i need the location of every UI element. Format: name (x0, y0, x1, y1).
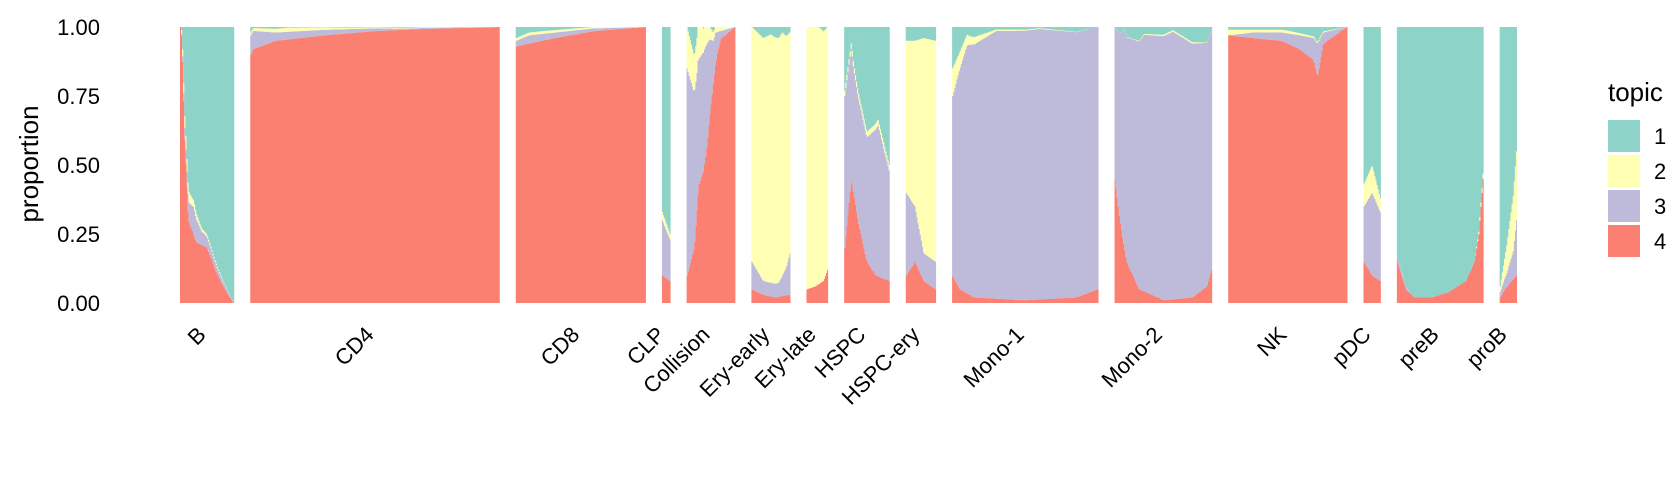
topic-4-band (515, 27, 646, 303)
topic-4-band (952, 275, 1099, 303)
topic-1-band (844, 27, 890, 165)
legend-label: 2 (1654, 159, 1666, 184)
group-nk (1228, 27, 1348, 303)
topic-1-band (806, 27, 829, 32)
topic-1-band (1396, 27, 1484, 298)
topic-1-band (1363, 27, 1381, 199)
legend-key-2 (1608, 155, 1640, 187)
y-axis-title: proportion (14, 105, 44, 222)
group-cd4 (250, 27, 500, 303)
group-mono-2 (1114, 27, 1213, 303)
group-pdc (1363, 27, 1381, 303)
topic-4-band (1396, 178, 1484, 303)
y-tick-label: 0.25 (57, 222, 100, 247)
topic-1-band (952, 27, 1099, 69)
topic-3-band (515, 27, 646, 47)
x-tick-label: CD4 (330, 322, 379, 371)
group-hspc (844, 27, 890, 303)
topic-2-band (1114, 27, 1213, 44)
topic-2-band (1499, 151, 1517, 292)
y-tick-label: 1.00 (57, 15, 100, 40)
topic-4-band (1363, 261, 1381, 303)
legend-label: 4 (1654, 229, 1666, 254)
x-tick-label: pDC (1327, 322, 1376, 371)
y-tick-label: 0.00 (57, 291, 100, 316)
topic-3-band (686, 27, 736, 276)
topic-3-band (250, 27, 500, 55)
topic-2-band (661, 211, 671, 240)
legend-key-1 (1608, 120, 1640, 152)
x-tick-label: proB (1461, 322, 1512, 373)
topic-3-band (1114, 27, 1213, 301)
topic-4-band (751, 289, 791, 303)
topic-2-band (686, 27, 736, 91)
group-hspc-ery (905, 27, 937, 303)
x-tick-label: Mono-1 (958, 322, 1028, 392)
x-tick-label: NK (1252, 322, 1292, 362)
topic-2-band (905, 38, 937, 262)
topic-3-band (952, 27, 1099, 301)
group-preb (1396, 27, 1484, 303)
group-b (180, 27, 235, 303)
x-tick-label: B (183, 322, 211, 350)
topic-3-band (905, 192, 937, 290)
topic-1-band (905, 27, 937, 41)
legend-key-3 (1608, 190, 1640, 222)
topic-1-band (1114, 27, 1213, 43)
topic-1-band (515, 27, 646, 39)
x-tick-label: Mono-2 (1096, 322, 1166, 392)
y-axis: 0.00 0.25 0.50 0.75 1.00 (57, 15, 100, 316)
topic-3-band (751, 253, 791, 298)
x-axis: B CD4 CD8 CLPCollisionEry-earlyEry-lateHSPC… (183, 322, 1512, 410)
topic-1-band (1228, 27, 1348, 42)
topic-4-band (1499, 275, 1517, 303)
group-mono-1 (952, 27, 1099, 303)
topic-1-band (751, 27, 791, 39)
topic-4-band (661, 275, 671, 303)
topic-2-band (1228, 27, 1348, 44)
topic-4-band (1114, 178, 1213, 303)
group-ery-early (751, 27, 791, 303)
topic-4-band (180, 27, 235, 303)
group-cd8 (515, 27, 646, 303)
topic-2-band (1363, 166, 1381, 212)
legend-title: topic (1608, 77, 1663, 107)
topic-1-band (661, 27, 671, 234)
topic-3-band (1499, 220, 1517, 298)
topic-4-band (1228, 27, 1348, 303)
legend-key-4 (1608, 225, 1640, 257)
topic-3-band (1228, 27, 1348, 76)
plot-area (180, 27, 1517, 303)
x-tick-label: preB (1393, 322, 1444, 373)
topic-4-band (250, 27, 500, 303)
topic-1-band (686, 27, 736, 54)
legend-label: 1 (1654, 124, 1666, 149)
topic-2-band (844, 43, 890, 171)
topic-2-band (806, 27, 829, 290)
topic-3-band (1363, 193, 1381, 281)
topic-1-band (250, 27, 500, 33)
topic-2-band (515, 27, 646, 41)
group-prob (1499, 27, 1517, 303)
topic-4-band (905, 261, 937, 303)
legend-label: 3 (1654, 194, 1666, 219)
topic-3-band (844, 48, 890, 281)
legend: topic 1 2 3 4 (1608, 77, 1666, 257)
topic-4-band (844, 180, 890, 303)
topic-1-band (1499, 27, 1517, 287)
topic-4-band (806, 269, 829, 303)
topic-2-band (250, 27, 500, 36)
group-collision (686, 27, 736, 303)
topic-4-band (686, 27, 736, 303)
topic-2-band (751, 27, 791, 284)
group-ery-late (806, 27, 829, 303)
topic-1-band (180, 27, 235, 303)
y-tick-label: 0.50 (57, 153, 100, 178)
group-clp (661, 27, 671, 303)
topic-3-band (180, 27, 235, 303)
y-tick-label: 0.75 (57, 84, 100, 109)
x-tick-label: CD8 (536, 322, 585, 371)
